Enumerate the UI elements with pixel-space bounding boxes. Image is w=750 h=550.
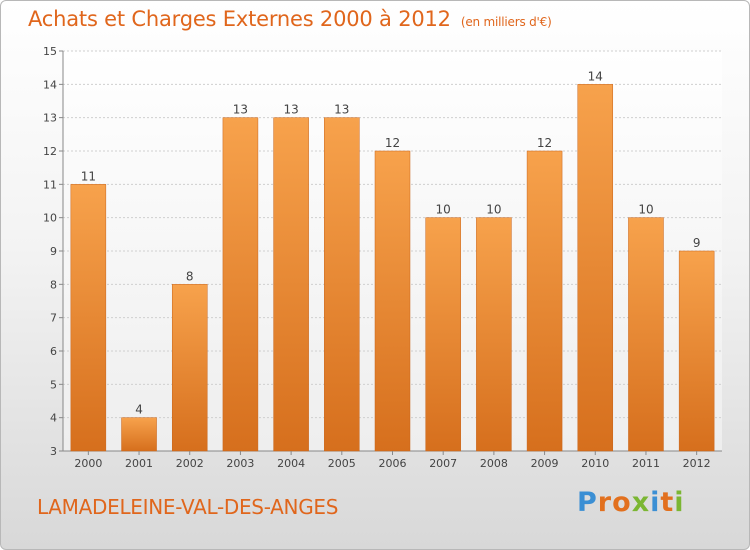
x-tick-label: 2010 [581,457,609,470]
bar [171,284,208,452]
bar-value-label: 13 [334,103,349,117]
bar-value-label: 10 [436,203,451,217]
bar [70,184,107,452]
bar [476,217,512,452]
y-tick-label: 10 [43,212,57,225]
y-tick-label: 12 [43,145,57,158]
y-tick-label: 8 [50,278,57,291]
commune-name: LAMADELEINE-VAL-DES-ANGES [37,495,339,519]
x-tick-label: 2007 [429,457,457,470]
x-tick-label: 2002 [176,457,204,470]
logo-letter: P [577,487,598,518]
bar [425,217,461,452]
bar-value-label: 4 [135,403,143,417]
bar [628,217,664,452]
y-tick-label: 7 [50,312,57,325]
bar [222,117,259,452]
chart-title: Achats et Charges Externes 2000 à 2012 (e… [28,7,552,31]
chart-title-unit: (en milliers d'€) [460,15,552,29]
y-tick-label: 11 [43,178,57,191]
bar [273,117,309,452]
bar [374,150,411,452]
bar-value-label: 13 [233,103,248,117]
bar-value-label: 14 [588,69,603,83]
y-tick-label: 13 [43,112,57,125]
bar-value-label: 10 [638,203,653,217]
bar [324,117,360,452]
bar [678,250,715,452]
bar-value-label: 12 [537,136,552,150]
logo-letter: x [631,487,651,518]
bar-value-label: 13 [283,103,298,117]
y-tick-label: 14 [43,78,57,91]
y-tick-label: 4 [50,412,57,425]
y-tick-label: 3 [50,445,57,458]
x-tick-label: 2004 [277,457,305,470]
bar [121,417,157,452]
y-tick-label: 15 [43,45,57,58]
x-tick-label: 2005 [328,457,356,470]
bar-value-label: 10 [486,203,501,217]
x-tick-label: 2000 [74,457,102,470]
logo-letter: t [660,487,675,518]
x-tick-label: 2001 [125,457,153,470]
bar [577,84,614,452]
x-tick-label: 2012 [683,457,711,470]
y-tick-label: 6 [50,345,57,358]
x-tick-label: 2009 [531,457,559,470]
x-tick-label: 2006 [379,457,407,470]
x-tick-label: 2011 [632,457,660,470]
x-tick-label: 2008 [480,457,508,470]
logo-letter: i [650,487,661,518]
bar [526,150,563,452]
logo-letter: o [612,487,632,518]
logo-letter: r [597,487,613,518]
bar-value-label: 9 [693,236,701,250]
chart-title-main: Achats et Charges Externes 2000 à 2012 [28,7,451,31]
y-tick-label: 9 [50,245,57,258]
logo-letter: i [674,487,685,518]
proxiti-logo: Proxiti [577,487,685,518]
x-tick-label: 2003 [226,457,254,470]
bar-value-label: 12 [385,136,400,150]
y-tick-label: 5 [50,378,57,391]
bar-value-label: 11 [81,169,96,183]
bar-value-label: 8 [186,269,194,283]
